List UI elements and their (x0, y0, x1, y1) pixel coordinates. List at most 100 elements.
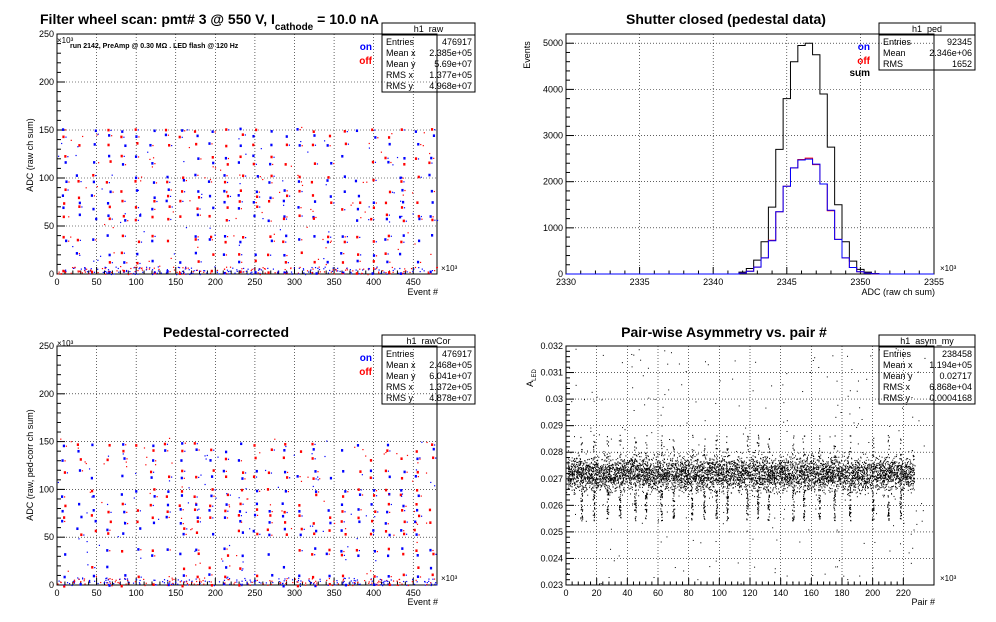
scatter-point (608, 464, 610, 466)
scatter-point (894, 456, 896, 458)
scatter-point (600, 478, 601, 480)
scatter-point (679, 455, 681, 457)
scatter-point (865, 486, 866, 488)
scatter-point (765, 459, 767, 461)
scatter-point (136, 520, 139, 524)
scatter-point (733, 464, 735, 466)
scatter-point (429, 270, 432, 274)
scatter-point (225, 254, 228, 256)
scatter-point (436, 584, 438, 586)
scatter-point (203, 577, 206, 579)
scatter-point (325, 552, 328, 556)
scatter-point (183, 273, 185, 275)
scatter-point (405, 220, 407, 222)
scatter-point (195, 475, 198, 479)
scatter-point (179, 581, 181, 583)
scatter-point (836, 467, 838, 469)
scatter-point (688, 487, 689, 489)
scatter-point (775, 458, 777, 460)
scatter-point (392, 164, 394, 166)
scatter-point (693, 464, 695, 466)
scatter-point (137, 177, 140, 179)
scatter-point (661, 480, 663, 482)
scatter-point (688, 462, 690, 464)
scatter-point (260, 582, 262, 584)
scatter-point (910, 462, 912, 464)
scatter-point (314, 554, 316, 556)
scatter-point (567, 480, 569, 482)
scatter-point (604, 479, 606, 481)
scatter-point (185, 273, 187, 275)
scatter-point (240, 521, 243, 523)
x-exponent: ×10³ (940, 264, 957, 273)
scatter-point (194, 173, 197, 177)
scatter-point (913, 489, 915, 491)
stats-label: RMS x (386, 70, 414, 80)
scatter-point (855, 468, 857, 470)
scatter-point (401, 509, 404, 512)
scatter-point (209, 235, 213, 239)
scatter-point (383, 581, 385, 583)
scatter-point (238, 583, 241, 587)
scatter-point (647, 474, 649, 476)
scatter-point (730, 476, 732, 478)
scatter-point (136, 509, 139, 512)
scatter-point (344, 532, 347, 536)
scatter-point (859, 472, 861, 474)
scatter-point (270, 174, 273, 178)
scatter-point (791, 482, 792, 484)
scatter-point (753, 485, 755, 487)
scatter-point (864, 465, 866, 467)
scatter-point (751, 480, 753, 483)
scatter-point (173, 253, 176, 255)
scatter-point (713, 466, 715, 469)
scatter-point (328, 553, 330, 555)
scatter-point (805, 490, 807, 492)
scatter-point (210, 583, 214, 587)
scatter-point (199, 562, 201, 564)
scatter-point (188, 146, 190, 149)
scatter-point (642, 483, 644, 485)
scatter-point (754, 496, 756, 498)
scatter-point (344, 209, 346, 211)
scatter-point (264, 469, 267, 472)
annotation-run-info: run 2142, PreAmp @ 0.30 MΩ . LED flash @… (70, 43, 239, 50)
scatter-point (691, 480, 693, 482)
scatter-point (757, 477, 759, 479)
scatter-point (858, 470, 860, 472)
scatter-point (195, 269, 198, 271)
scatter-point (234, 581, 236, 584)
scatter-point (256, 579, 258, 582)
scatter-point (241, 261, 243, 263)
scatter-point (273, 175, 275, 177)
scatter-point (279, 191, 281, 194)
y-axis-label: ADC (raw ch sum) (25, 118, 35, 192)
scatter-point (190, 267, 193, 269)
scatter-point (361, 474, 363, 476)
scatter-point (326, 179, 329, 182)
scatter-point (739, 483, 740, 485)
scatter-point (269, 504, 272, 506)
scatter-point (872, 485, 874, 487)
scatter-point (250, 272, 252, 274)
scatter-point (812, 467, 814, 469)
scatter-point (415, 579, 417, 581)
scatter-point (805, 468, 807, 470)
scatter-point (567, 476, 569, 478)
scatter-point (875, 481, 877, 483)
scatter-point (67, 189, 69, 191)
scatter-point (637, 453, 639, 455)
scatter-point (585, 468, 587, 470)
scatter-point (875, 485, 877, 487)
scatter-point (643, 470, 645, 472)
scatter-point (212, 161, 215, 165)
scatter-point (630, 458, 632, 460)
scatter-point (78, 502, 81, 506)
scatter-point (436, 219, 439, 222)
scatter-point (776, 465, 778, 467)
scatter-point (593, 464, 595, 466)
scatter-point (814, 458, 816, 460)
scatter-point (686, 476, 687, 478)
scatter-point (671, 470, 673, 472)
scatter-point (691, 476, 693, 478)
